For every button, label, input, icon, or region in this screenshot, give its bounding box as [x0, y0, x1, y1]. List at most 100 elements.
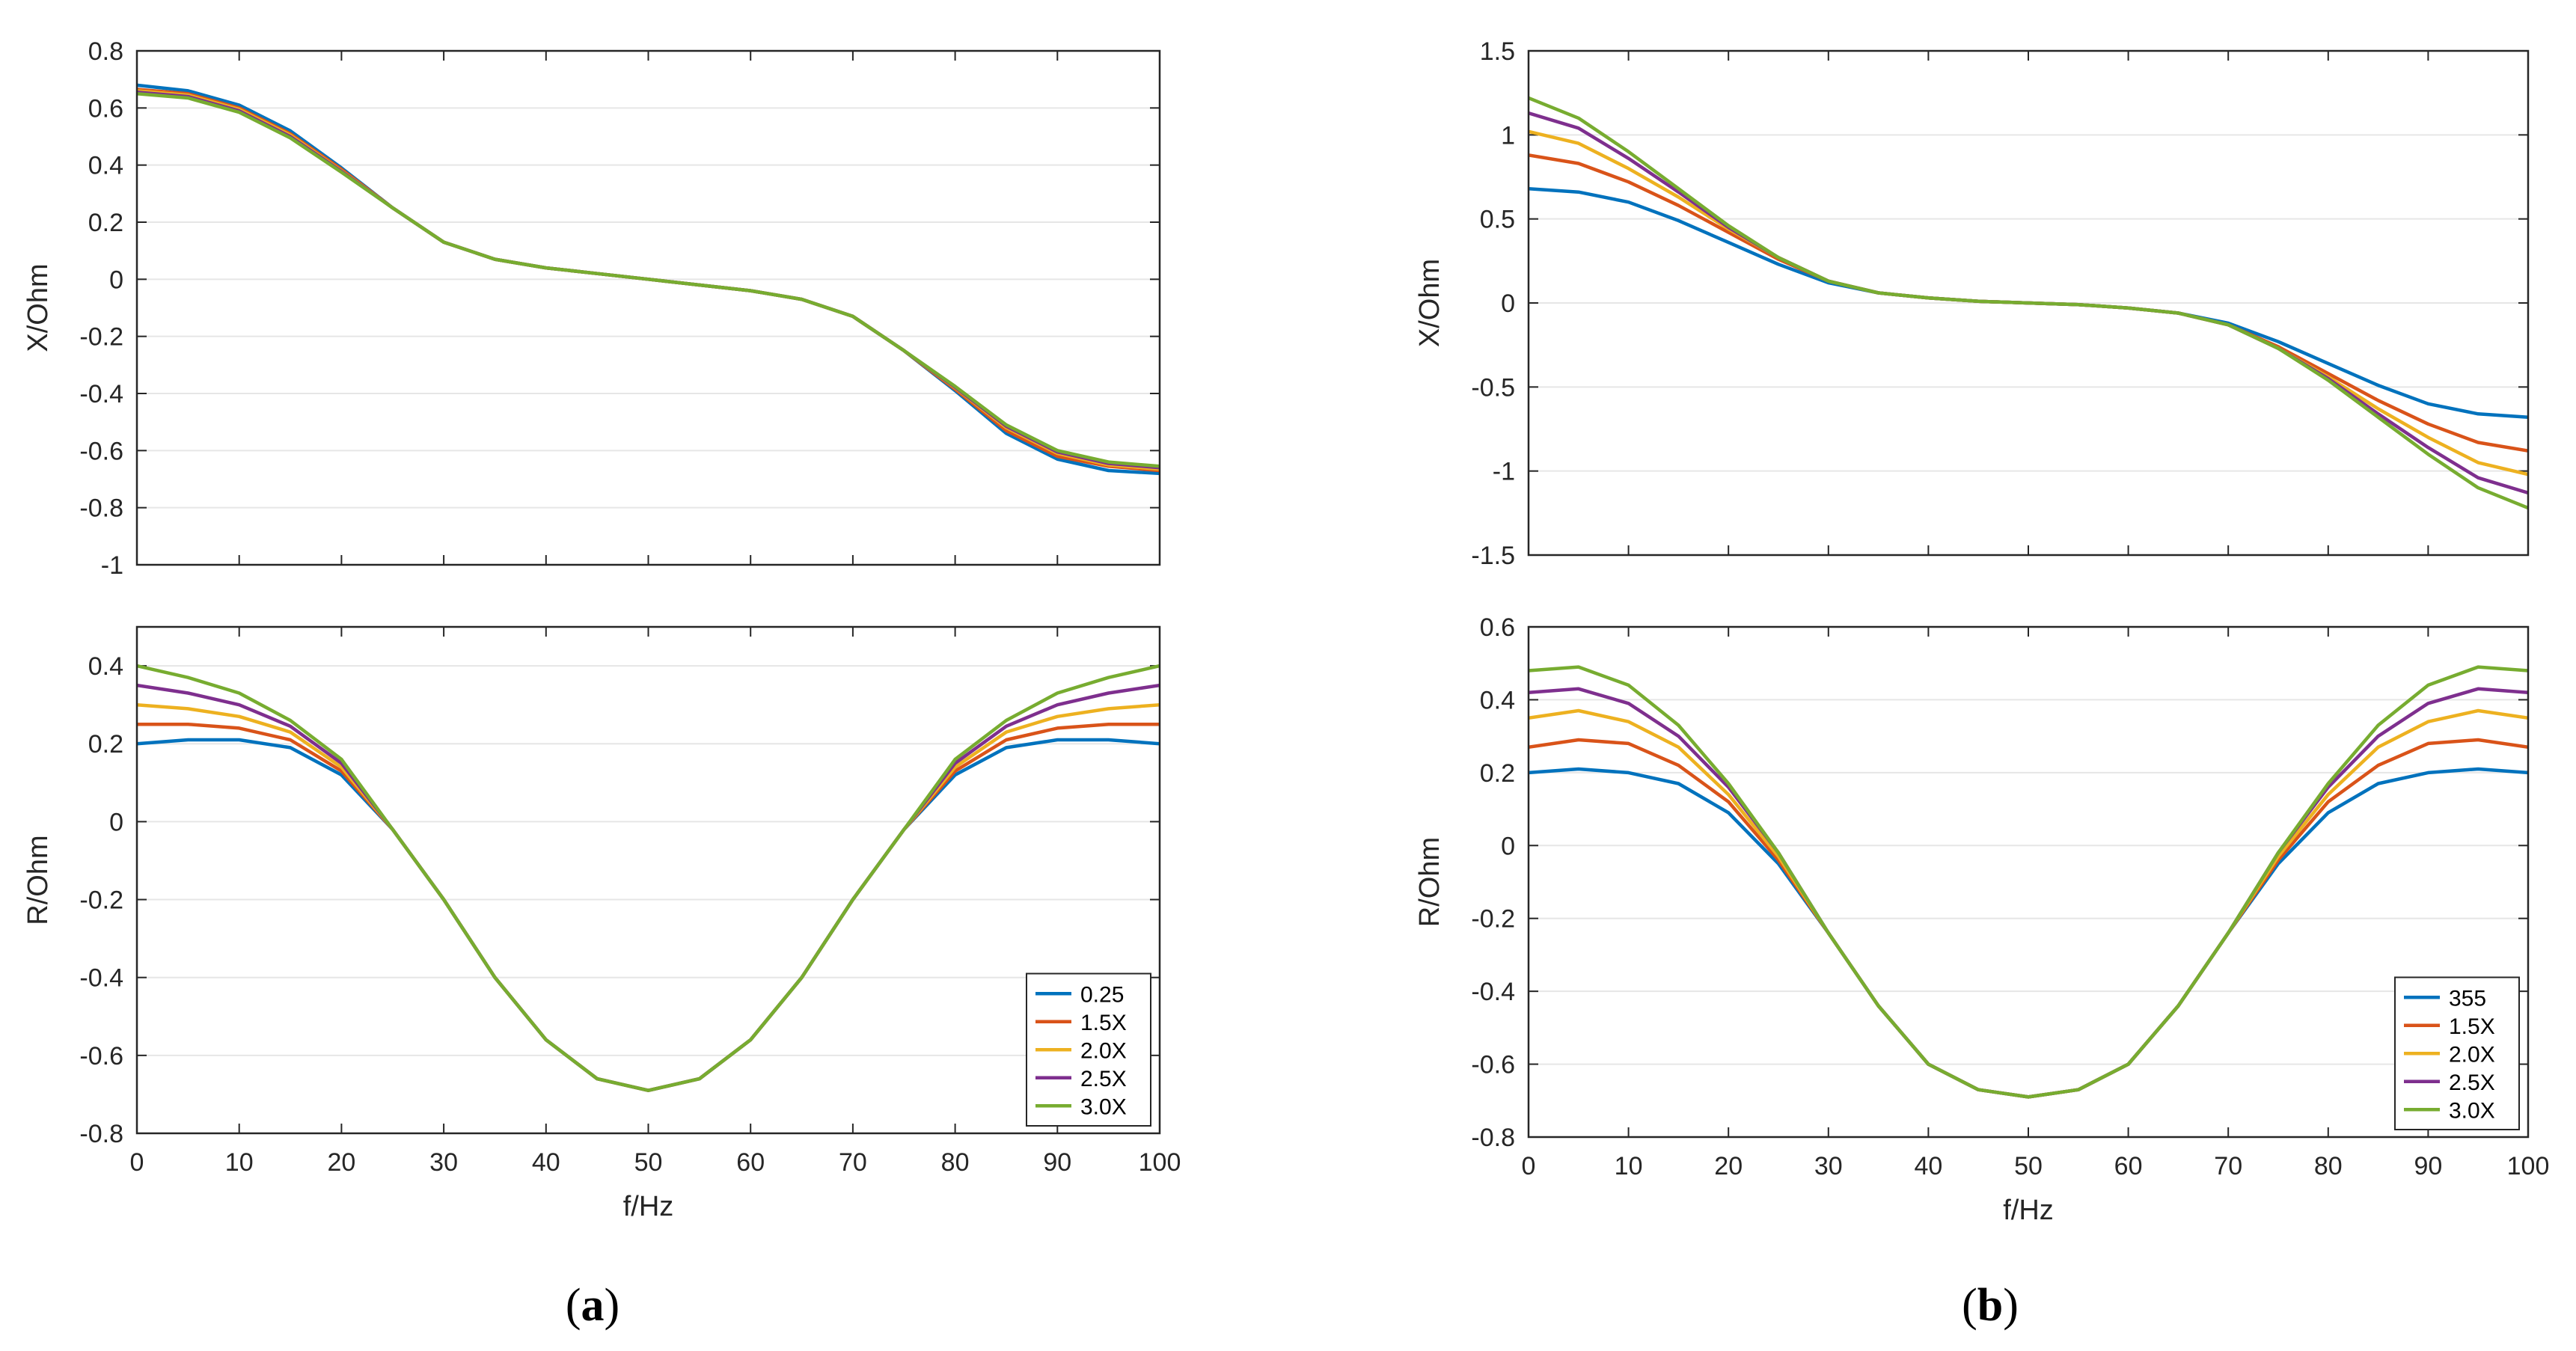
- y-tick-label: 0.4: [88, 152, 123, 180]
- caption-a-letter: a: [581, 1280, 605, 1331]
- series-group: [137, 664, 1160, 1092]
- caption-b-close: ): [2003, 1280, 2019, 1331]
- y-tick-label: -1: [101, 551, 123, 580]
- x-tick-label: 80: [941, 1148, 970, 1177]
- x-tick-label: 10: [225, 1148, 254, 1177]
- x-tick-label: 70: [839, 1148, 867, 1177]
- caption-b-open: (: [1962, 1280, 1977, 1331]
- legend-label: 2.5X: [1080, 1067, 1127, 1091]
- plot-area: [137, 627, 1160, 1133]
- caption-b-letter: b: [1977, 1280, 2003, 1331]
- x-tick-label: 40: [1914, 1152, 1942, 1180]
- x-tick-label: 90: [1043, 1148, 1071, 1177]
- series-group: [1529, 665, 2528, 1099]
- x-tick-label: 100: [2507, 1152, 2550, 1180]
- y-tick-label: -0.6: [79, 437, 123, 465]
- y-axis-label: R/Ohm: [22, 835, 54, 925]
- y-tick-label: -0.8: [79, 1120, 123, 1148]
- y-tick-label: -0.8: [1471, 1124, 1515, 1152]
- y-tick-label: -0.6: [1471, 1051, 1515, 1079]
- series-group: [1529, 96, 2528, 510]
- x-tick-label: 80: [2314, 1152, 2343, 1180]
- plot-area: [1529, 627, 2528, 1137]
- y-tick-label: 0: [1501, 832, 1515, 860]
- y-tick-label: -0.4: [1471, 978, 1515, 1006]
- y-tick-label: -0.5: [1471, 373, 1515, 402]
- y-tick-label: 0.8: [88, 37, 123, 66]
- y-tick-label: -0.6: [79, 1042, 123, 1070]
- y-tick-label: 0: [1501, 290, 1515, 318]
- y-tick-label: 0.4: [88, 652, 123, 681]
- legend-label: 2.0X: [1080, 1038, 1127, 1063]
- caption-a-open: (: [566, 1280, 581, 1331]
- x-tick-label: 0: [1522, 1152, 1536, 1180]
- axes-box: [135, 625, 1161, 1135]
- series-line-3.0X: [137, 92, 1160, 468]
- legend-label: 2.5X: [2449, 1070, 2495, 1095]
- y-tick-label: 0.6: [1480, 613, 1515, 642]
- legend: 0.25 1.5X 2.0X 2.5X 3.0X: [1026, 972, 1151, 1127]
- svg-text:(b): (b): [1962, 1280, 2019, 1331]
- x-tick-label: 20: [1714, 1152, 1743, 1180]
- x-tick-label: 90: [2414, 1152, 2442, 1180]
- y-tick-label: -0.2: [79, 323, 123, 352]
- y-tick-label: 0.5: [1480, 206, 1515, 234]
- x-tick-label: 50: [2014, 1152, 2043, 1180]
- x-tick-label: 10: [1615, 1152, 1643, 1180]
- y-tick-label: -0.4: [79, 964, 123, 993]
- x-tick-label: 20: [327, 1148, 355, 1177]
- y-tick-label: -1: [1493, 458, 1515, 486]
- x-axis-label: f/Hz: [623, 1191, 674, 1222]
- y-tick-label: 1.5: [1480, 37, 1515, 66]
- y-axis-label: X/Ohm: [22, 263, 54, 352]
- legend-label: 355: [2449, 986, 2486, 1011]
- legend: 355 1.5X 2.0X 2.5X 3.0X: [2394, 976, 2520, 1130]
- y-tick-label: 0.4: [1480, 686, 1515, 714]
- y-axis-label: R/Ohm: [1414, 837, 1445, 927]
- chart-b_top: -1.5 -1 -0.5 0 0.5 1 1.5 X/Ohm: [1414, 37, 2530, 570]
- y-tick-label: -1.5: [1471, 542, 1515, 570]
- legend-label: 2.0X: [2449, 1042, 2495, 1067]
- legend-label: 0.25: [1080, 982, 1124, 1007]
- y-tick-label: 0: [109, 808, 123, 836]
- legend-label: 3.0X: [1080, 1094, 1127, 1119]
- y-tick-label: 0.2: [1480, 759, 1515, 788]
- y-tick-label: -0.2: [79, 886, 123, 915]
- chart-a_bottom: -0.8 -0.6 -0.4 -0.2 0 0.2 0.4 0 10 20 30 40 50 60 70 80…: [22, 625, 1181, 1222]
- y-tick-label: -0.8: [79, 494, 123, 523]
- series-group: [137, 83, 1160, 476]
- axes-box: [1527, 49, 2530, 557]
- x-tick-label: 60: [2114, 1152, 2143, 1180]
- caption-a: (a): [566, 1280, 619, 1331]
- x-axis-label: f/Hz: [2003, 1195, 2054, 1226]
- legend-label: 1.5X: [2449, 1014, 2495, 1039]
- axes-box: [135, 49, 1161, 566]
- y-tick-label: -0.2: [1471, 905, 1515, 934]
- series-line-3.0X: [1529, 96, 2528, 510]
- y-tick-label: 0.6: [88, 94, 123, 123]
- series-line-3.0X: [1529, 665, 2528, 1099]
- y-tick-label: 0: [109, 266, 123, 294]
- x-tick-label: 30: [1814, 1152, 1843, 1180]
- y-axis-label: X/Ohm: [1414, 259, 1445, 347]
- y-tick-label: 1: [1501, 121, 1515, 150]
- chart-b_bottom: -0.8 -0.6 -0.4 -0.2 0 0.2 0.4 0.6 0 10 20 30 40 50 60 7…: [1414, 613, 2549, 1226]
- x-tick-label: 70: [2214, 1152, 2242, 1180]
- series-line-3.0X: [137, 664, 1160, 1092]
- y-tick-label: 0.2: [88, 209, 123, 237]
- x-tick-label: 50: [634, 1148, 663, 1177]
- x-tick-label: 60: [736, 1148, 765, 1177]
- x-tick-label: 0: [130, 1148, 144, 1177]
- plot-area: [137, 51, 1160, 565]
- svg-text:(a): (a): [566, 1280, 619, 1331]
- y-tick-label: -0.4: [79, 380, 123, 408]
- caption-b: (b): [1962, 1280, 2019, 1331]
- legend-label: 3.0X: [2449, 1098, 2495, 1123]
- chart-a_top: -1 -0.8 -0.6 -0.4 -0.2 0 0.2 0.4 0.6 0.8 X/Ohm: [22, 37, 1161, 580]
- plots-layer: -1 -0.8 -0.6 -0.4 -0.2 0 0.2 0.4 0.6 0.8 X/Ohm -0.8…: [22, 37, 2549, 1226]
- x-tick-label: 30: [429, 1148, 458, 1177]
- x-tick-label: 40: [532, 1148, 560, 1177]
- caption-a-close: ): [605, 1280, 620, 1331]
- y-tick-label: 0.2: [88, 730, 123, 759]
